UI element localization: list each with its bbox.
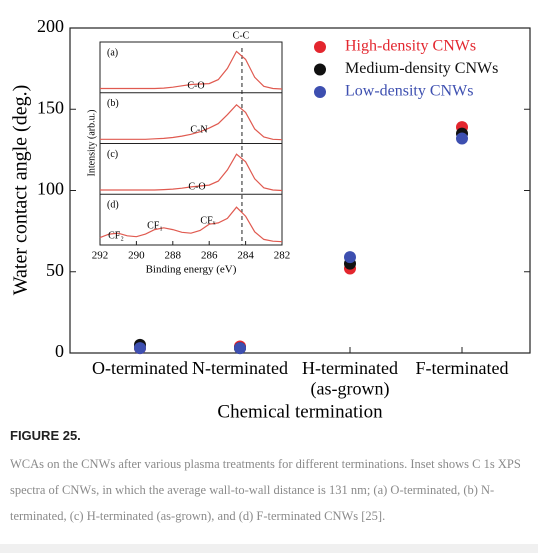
y-axis-title: Water contact angle (deg.)	[10, 85, 32, 296]
panel-label: (c)	[107, 149, 118, 160]
y-tick-label: 0	[55, 341, 64, 361]
legend-marker	[314, 41, 326, 53]
legend-marker	[314, 63, 326, 76]
legend-marker	[314, 86, 326, 98]
caption: WCAs on the CNWs after various plasma tr…	[10, 457, 521, 523]
data-point	[344, 251, 356, 264]
peak-label: C-N	[190, 124, 207, 135]
spectrum-line	[100, 153, 283, 192]
caption-block: FIGURE 25. WCAs on the CNWs after variou…	[10, 428, 530, 529]
inset-y-title: Intensity (arb.u.)	[86, 110, 97, 177]
panel-label: (a)	[107, 47, 118, 58]
x-tick-label: F-terminated	[416, 358, 509, 378]
panel-label: (d)	[107, 200, 119, 211]
legend-label: Medium-density CNWs	[345, 60, 498, 77]
inset-x-tick-label: 290	[128, 250, 145, 262]
y-tick-label: 100	[37, 179, 64, 199]
x-tick-label: N-terminated	[192, 358, 288, 378]
inset-x-tick-label: 284	[237, 250, 254, 262]
spectrum-line	[100, 50, 283, 90]
figure-label: FIGURE 25.	[10, 428, 81, 443]
panel-label: (b)	[107, 98, 119, 109]
legend-label: Low-density CNWs	[345, 83, 473, 100]
peak-label: C-O	[187, 80, 204, 91]
x-axis-title: Chemical termination	[217, 401, 383, 422]
chart: Water contact angle (deg.) Chemical term…	[10, 16, 531, 422]
peak-label: C-C	[233, 30, 250, 41]
inset-x-tick-label: 292	[92, 250, 109, 262]
peak-label: CF₁	[147, 220, 163, 231]
y-tick-label: 50	[46, 260, 64, 280]
inset-x-title: Binding energy (eV)	[146, 264, 237, 276]
inset-x-tick-label: 288	[165, 250, 182, 262]
data-point	[134, 342, 146, 355]
x-tick-label: H-terminated (as-grown)	[302, 358, 398, 400]
peak-label: C-O	[188, 181, 205, 192]
inset-x-tick-label: 282	[274, 250, 291, 262]
footer-band	[0, 544, 538, 553]
inset-x-tick-label: 286	[201, 250, 218, 262]
spectrum-line	[100, 103, 283, 141]
spectrum-line	[99, 206, 283, 243]
data-point	[456, 132, 468, 145]
peak-label: CF₂	[108, 230, 124, 241]
data-point	[234, 342, 246, 355]
y-tick-label: 150	[37, 97, 64, 117]
legend-label: High-density CNWs	[345, 38, 476, 55]
y-tick-label: 200	[37, 16, 64, 36]
peak-label: CFₓ	[200, 215, 215, 226]
x-tick-label: O-terminated	[92, 358, 188, 378]
